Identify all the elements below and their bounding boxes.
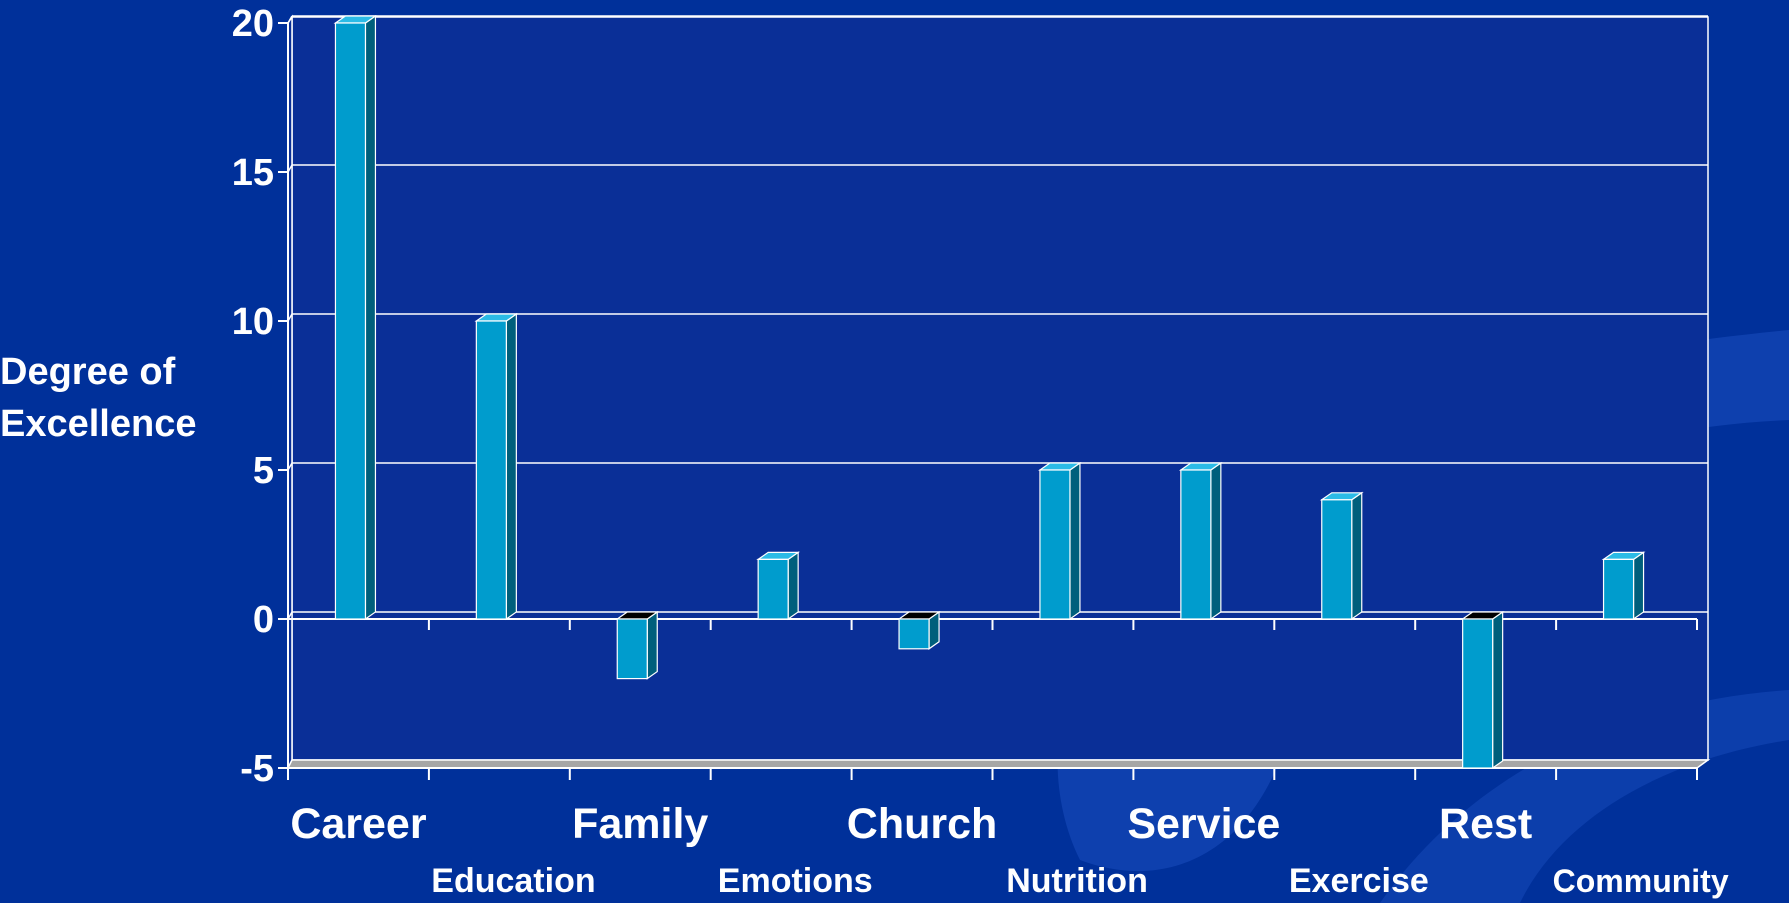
y-tick-label: 5 xyxy=(253,450,274,492)
y-axis-title: Degree of Excellence xyxy=(0,351,196,445)
x-tick-label: Emotions xyxy=(718,862,873,900)
bar-church xyxy=(897,610,941,650)
bar-community xyxy=(1601,551,1646,621)
bar-front-face xyxy=(334,22,367,620)
bar-front-face xyxy=(475,320,507,620)
bars xyxy=(333,14,1646,770)
y-tick-label: 15 xyxy=(232,152,274,194)
bar-nutrition xyxy=(1038,461,1082,621)
x-tick-label: Rest xyxy=(1439,800,1532,848)
x-tick-label: Service xyxy=(1127,800,1280,848)
y-tick-label: 20 xyxy=(232,3,274,45)
y-axis-title-line: Degree of xyxy=(0,351,176,393)
x-tick-label: Exercise xyxy=(1289,862,1429,900)
x-tick-label: Church xyxy=(847,800,998,848)
bar-front-face xyxy=(1462,618,1494,769)
x-tick-label: Community xyxy=(1553,863,1729,899)
bar-emotions xyxy=(756,551,801,621)
y-tick-label: 0 xyxy=(253,599,274,641)
bar-side-face xyxy=(646,610,658,680)
x-tick-label: Education xyxy=(431,862,595,900)
bar-front-face xyxy=(1180,469,1212,620)
bar-education xyxy=(474,312,519,621)
bar-family xyxy=(615,610,660,680)
bar-side-face xyxy=(1351,491,1363,621)
x-tick-label: Career xyxy=(290,800,427,848)
bar-side-face xyxy=(1632,551,1645,621)
bar-front-face xyxy=(1602,558,1635,620)
bar-career xyxy=(333,14,378,621)
y-tick-label: 10 xyxy=(232,301,274,343)
x-tick-label: Family xyxy=(572,800,708,848)
bar-side-face xyxy=(1069,461,1081,621)
y-tick-label: -5 xyxy=(240,748,274,790)
bar-side-face xyxy=(505,312,517,621)
bar-front-face xyxy=(1039,469,1071,620)
bar-service xyxy=(1178,461,1223,621)
bar-rest xyxy=(1460,610,1505,770)
bar-side-face xyxy=(1492,610,1504,770)
bar-front-face xyxy=(898,618,930,650)
bar-side-face xyxy=(1210,461,1222,621)
bar-front-face xyxy=(616,618,648,680)
y-axis-title-line: Excellence xyxy=(0,403,196,445)
bar-side-face xyxy=(364,14,377,621)
x-tick-label: Nutrition xyxy=(1006,862,1148,900)
bar-exercise xyxy=(1319,491,1364,621)
bar-front-face xyxy=(757,558,789,620)
bar-side-face xyxy=(787,551,799,621)
bar-front-face xyxy=(1321,499,1353,620)
gridline-depth xyxy=(287,15,293,24)
